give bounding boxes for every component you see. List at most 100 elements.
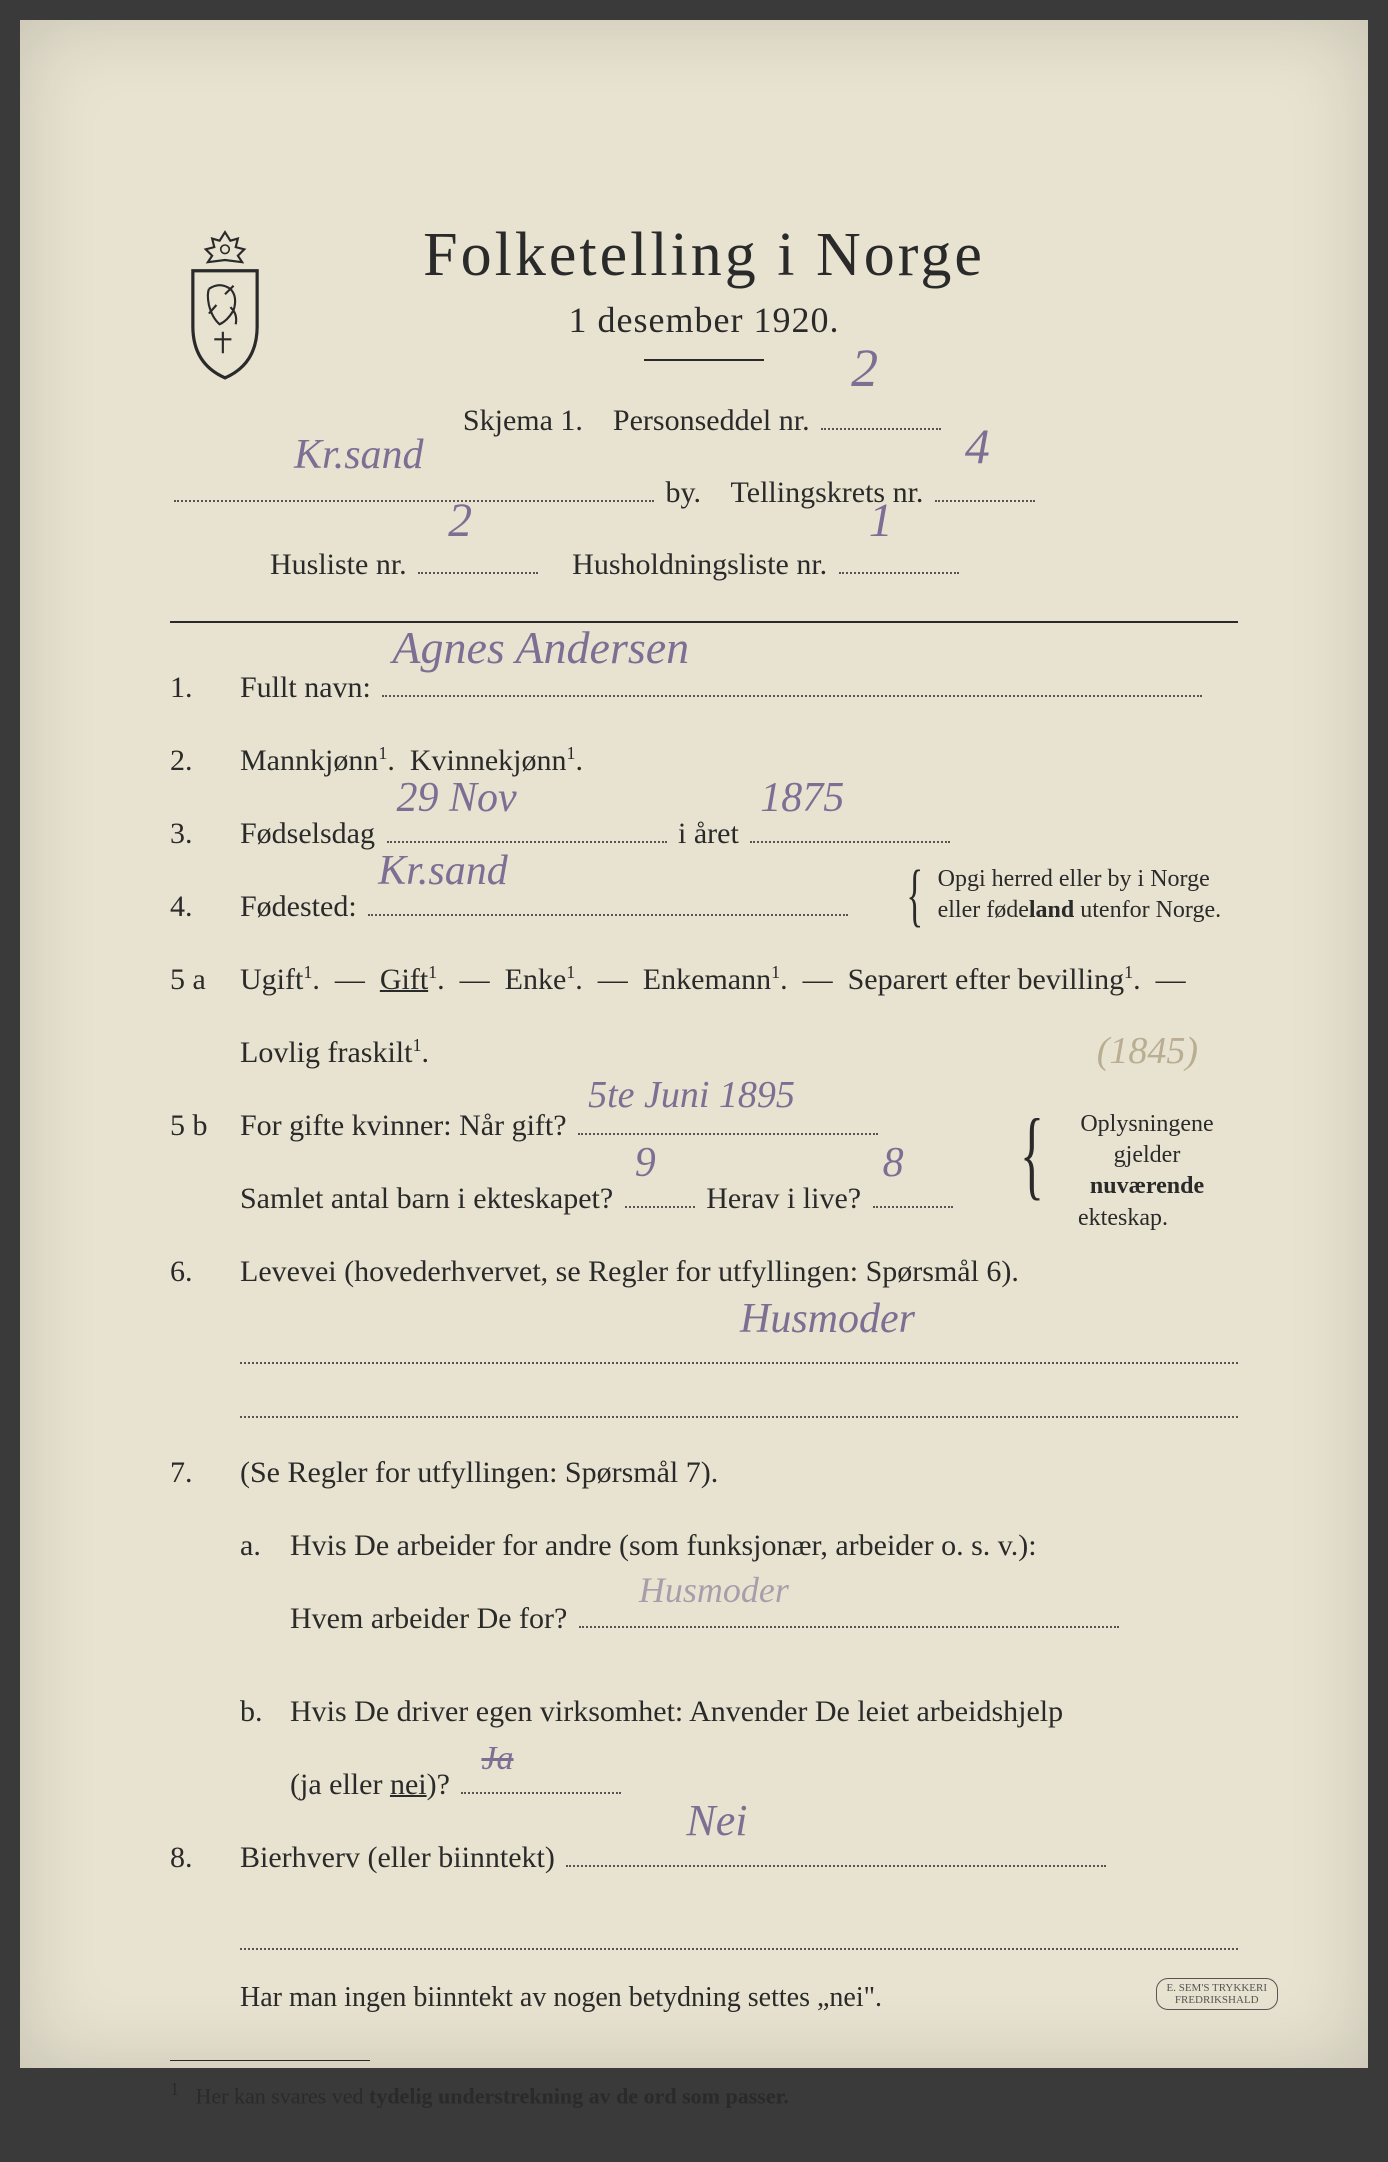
- husholdning-label: Husholdningsliste nr.: [572, 548, 827, 581]
- q2-sup2: 1: [566, 743, 575, 763]
- printer-line1: E. SEM'S TRYKKERI: [1167, 1982, 1268, 1994]
- personseddel-value: 2: [851, 304, 878, 434]
- by-field: Kr.sand: [174, 500, 654, 502]
- meta-line-3: Husliste nr. 2 Husholdningsliste nr. 1: [170, 529, 1238, 601]
- q7-label: (Se Regler for utfyllingen: Spørsmål 7).: [240, 1438, 1238, 1507]
- q5a-row: 5 a Ugift1. — Gift1. — Enke1. — Enkemann…: [170, 945, 1238, 1014]
- q4-note2: eller føde: [938, 897, 1029, 923]
- husholdning-value: 1: [869, 463, 893, 578]
- tellingskrets-value: 4: [965, 386, 990, 506]
- brace-icon: {: [906, 878, 923, 913]
- q8-num: 8.: [170, 1823, 240, 1892]
- footnote: 1 Her kan svares ved tydelig understrekn…: [170, 2069, 1238, 2122]
- q5b-live-value: 8: [883, 1115, 904, 1212]
- q5a-opt3: Enkemann: [643, 963, 771, 996]
- q6-row: 6. Levevei (hovederhvervet, se Regler fo…: [170, 1237, 1238, 1306]
- q6-label: Levevei (hovederhvervet, se Regler for u…: [240, 1237, 1238, 1306]
- q1-num: 1.: [170, 653, 240, 722]
- q7b-q3: )?: [427, 1768, 450, 1801]
- q5b-row: 5 b For gifte kvinner: Når gift? 5te Jun…: [170, 1091, 1238, 1160]
- husliste-field: 2: [418, 572, 538, 574]
- page-subtitle: 1 desember 1920.: [170, 299, 1238, 341]
- skjema-label: Skjema 1.: [463, 404, 583, 437]
- page-title: Folketelling i Norge: [170, 220, 1238, 291]
- q4-note: { Opgi herred eller by i Norge eller fød…: [898, 864, 1238, 926]
- q1-value: Agnes Andersen: [392, 595, 689, 701]
- q3-year-value: 1875: [760, 750, 844, 847]
- q2-label1: Mannkjønn: [240, 744, 378, 777]
- tellingskrets-field: 4: [935, 500, 1035, 502]
- q5b-barn-field: 9: [625, 1206, 695, 1208]
- q7b-value: Ja: [481, 1720, 513, 1798]
- census-form-page: Folketelling i Norge 1 desember 1920. Sk…: [20, 20, 1368, 2068]
- q5b-barn-label: Samlet antal barn i ekteskapet?: [240, 1182, 613, 1215]
- q4-body: Fødested: Kr.sand { Opgi herred eller by…: [240, 872, 1238, 941]
- q3-num: 3.: [170, 799, 240, 868]
- q5a-body: Ugift1. — Gift1. — Enke1. — Enkemann1. —…: [240, 945, 1238, 1014]
- q5a-line2: Lovlig fraskilt: [240, 1036, 412, 1069]
- q7b-body2: (ja eller nei)? Ja: [290, 1750, 1238, 1819]
- q7b-q2: nei: [390, 1768, 427, 1801]
- q4-row: 4. Fødested: Kr.sand { Opgi herred eller…: [170, 872, 1238, 941]
- q1-row: 1. Fullt navn: Agnes Andersen: [170, 653, 1238, 722]
- q3-year-label: i året: [678, 817, 739, 850]
- q7b-q: (ja eller: [290, 1768, 390, 1801]
- by-label: by.: [666, 476, 702, 509]
- q7a-body2: Hvem arbeider De for? Husmoder: [290, 1584, 1238, 1653]
- q5b-live-label: Herav i live?: [706, 1182, 861, 1215]
- q8-field2: [240, 1896, 1238, 1950]
- footnote-rule: [170, 2060, 370, 2061]
- q8-row: 8. Bierhverv (eller biinntekt) Nei: [170, 1823, 1238, 1892]
- q2-num: 2.: [170, 726, 240, 795]
- q6-field: Husmoder: [240, 1310, 1238, 1364]
- main-divider: [170, 621, 1238, 623]
- footnote-num: 1: [170, 2079, 179, 2099]
- q8-body: Bierhverv (eller biinntekt) Nei: [240, 1823, 1238, 1892]
- q8-value: Nei: [686, 1770, 747, 1871]
- q6-num: 6.: [170, 1237, 240, 1306]
- q5a-opt2: Enke: [505, 963, 567, 996]
- q6-field2: [240, 1364, 1238, 1418]
- title-rule: [644, 359, 764, 361]
- q2-row: 2. Mannkjønn1. Kvinnekjønn1.: [170, 726, 1238, 795]
- q3-label: Fødselsdag: [240, 817, 375, 850]
- q7b-field: Ja: [461, 1792, 621, 1794]
- footnote-bold: tydelig understrekning av de ord som pas…: [369, 2084, 789, 2109]
- questions-block: 1. Fullt navn: Agnes Andersen 2. Mannkjø…: [170, 653, 1238, 2122]
- q4-field: Kr.sand: [368, 914, 848, 916]
- q7b-label: b.: [240, 1677, 290, 1746]
- q5b-live-field: 8: [873, 1206, 953, 1208]
- q5b-num: 5 b: [170, 1091, 240, 1160]
- printer-mark: E. SEM'S TRYKKERI FREDRIKSHALD: [1156, 1978, 1279, 2010]
- q8-label: Bierhverv (eller biinntekt): [240, 1841, 555, 1874]
- q4-value: Kr.sand: [378, 823, 508, 920]
- q5b-note1: Oplysningene: [1080, 1111, 1213, 1137]
- form-inner: Folketelling i Norge 1 desember 1920. Sk…: [70, 80, 1318, 2162]
- q5a-opt4: Separert efter bevilling: [848, 963, 1125, 996]
- q5b-label: For gifte kvinner: Når gift?: [240, 1109, 567, 1142]
- q1-body: Fullt navn: Agnes Andersen: [240, 653, 1238, 722]
- q5a-num: 5 a: [170, 945, 240, 1014]
- q3-row: 3. Fødselsdag 29 Nov i året 1875: [170, 799, 1238, 868]
- q5b-row2: Samlet antal barn i ekteskapet? 9 Herav …: [170, 1164, 1238, 1233]
- header: Folketelling i Norge 1 desember 1920.: [170, 220, 1238, 361]
- q5b-gift-value: 5te Juni 1895: [588, 1052, 795, 1139]
- q1-label: Fullt navn:: [240, 671, 371, 704]
- q7-row: 7. (Se Regler for utfyllingen: Spørsmål …: [170, 1438, 1238, 1507]
- q7a-value: Husmoder: [639, 1549, 789, 1632]
- q4-note2c: utenfor Norge.: [1074, 897, 1221, 923]
- q7a-q: Hvem arbeider De for?: [290, 1602, 567, 1635]
- meta-line-2: Kr.sand by. Tellingskrets nr. 4: [170, 457, 1238, 529]
- coat-of-arms-icon: [170, 230, 280, 380]
- q7a-field: Husmoder: [579, 1626, 1119, 1628]
- q4-note2b: land: [1029, 897, 1074, 923]
- footnote-text: Her kan svares ved: [196, 2084, 370, 2109]
- printer-line2: FREDRIKSHALD: [1175, 1994, 1259, 2006]
- tail-note: Har man ingen biinntekt av nogen betydni…: [240, 1966, 1238, 2030]
- q7-num: 7.: [170, 1438, 240, 1507]
- q4-note1: Opgi herred eller by i Norge: [938, 866, 1210, 892]
- husliste-label: Husliste nr.: [270, 548, 407, 581]
- q4-label: Fødested:: [240, 890, 357, 923]
- q8-field: Nei: [566, 1865, 1106, 1867]
- q7b-text: Hvis De driver egen virksomhet: Anvender…: [290, 1677, 1238, 1746]
